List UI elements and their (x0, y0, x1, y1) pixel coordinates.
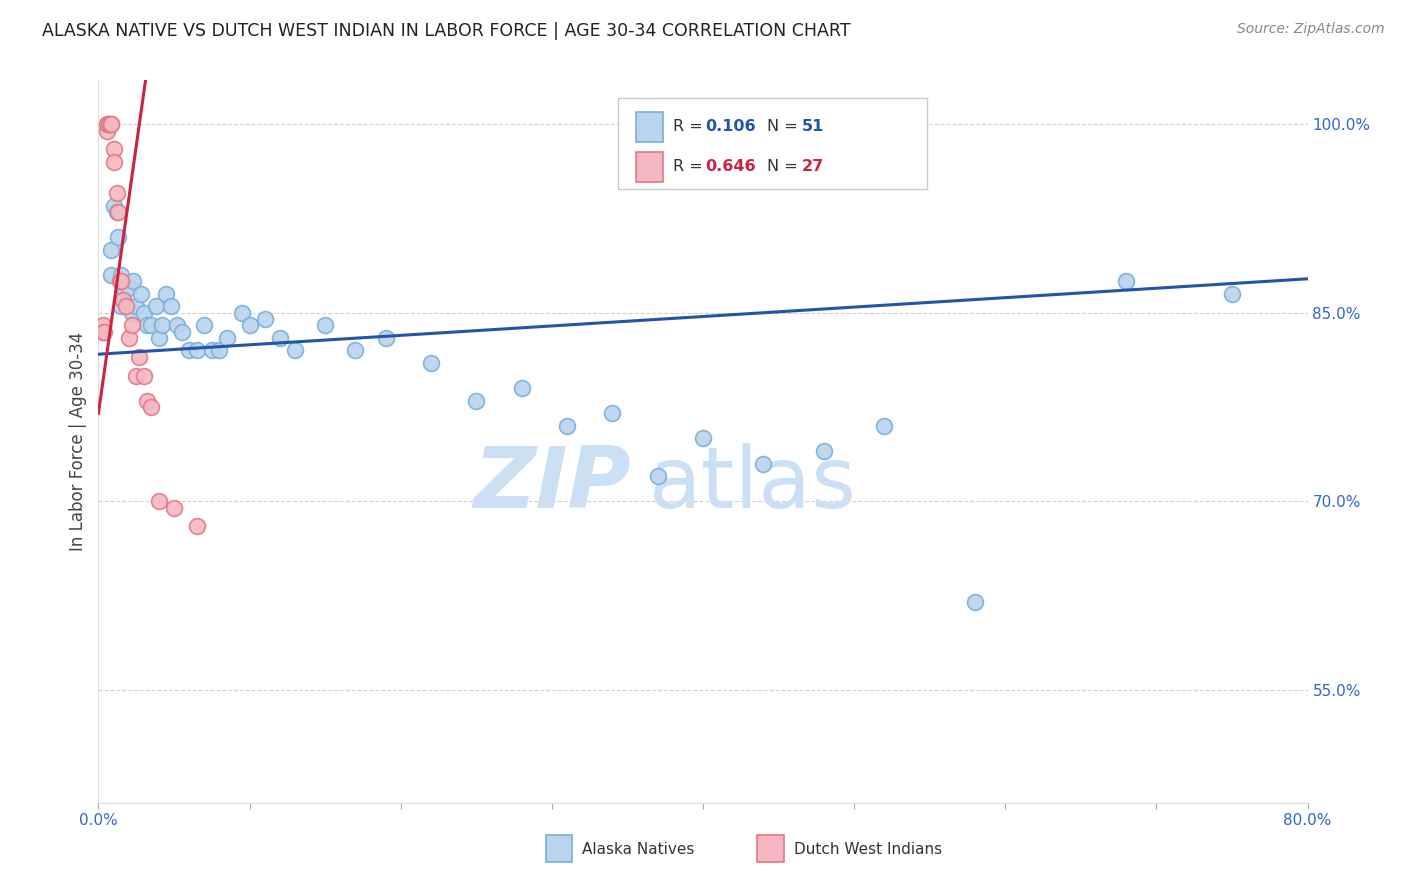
Point (125, 368, 148, 383)
Point (420, 356, 443, 370)
Point (160, 300, 183, 314)
Point (465, 393, 488, 408)
Point (602, 406, 624, 420)
Text: Dutch West Indians: Dutch West Indians (793, 842, 942, 857)
Point (108, 274, 131, 288)
Point (1115, 274, 1137, 288)
Point (148, 331, 170, 345)
Text: 27: 27 (803, 160, 824, 174)
Text: Source: ZipAtlas.com: Source: ZipAtlas.com (1237, 22, 1385, 37)
Point (121, 318, 143, 333)
Text: 0.646: 0.646 (706, 160, 756, 174)
Point (107, 205, 129, 219)
Point (100, 117, 122, 131)
Point (179, 343, 201, 358)
Point (208, 343, 231, 358)
Point (98, 117, 121, 131)
Point (141, 400, 163, 414)
Point (129, 286, 152, 301)
Point (145, 300, 167, 314)
Y-axis label: In Labor Force | Age 30-34: In Labor Force | Age 30-34 (69, 332, 87, 551)
Point (141, 318, 163, 333)
Point (344, 343, 367, 358)
Text: ZIP: ZIP (472, 443, 630, 526)
Point (193, 318, 215, 333)
Point (118, 331, 141, 345)
Point (239, 318, 262, 333)
FancyBboxPatch shape (758, 835, 785, 862)
Point (91, 318, 114, 333)
Point (166, 318, 188, 333)
Point (91, 325, 114, 339)
Point (112, 280, 135, 294)
Text: N =: N = (768, 160, 803, 174)
Point (813, 444, 835, 458)
Point (110, 300, 132, 314)
Point (121, 306, 143, 320)
Text: 0.106: 0.106 (706, 120, 756, 135)
Point (96, 123, 118, 137)
Point (132, 368, 155, 383)
Text: R =: R = (672, 160, 707, 174)
Point (284, 343, 307, 358)
Text: N =: N = (768, 120, 803, 135)
Point (132, 306, 155, 320)
Point (873, 418, 896, 433)
Text: ALASKA NATIVE VS DUTCH WEST INDIAN IN LABOR FORCE | AGE 30-34 CORRELATION CHART: ALASKA NATIVE VS DUTCH WEST INDIAN IN LA… (42, 22, 851, 40)
Point (100, 268, 122, 282)
Text: atlas: atlas (648, 443, 856, 526)
Point (163, 500, 186, 515)
Point (135, 393, 157, 408)
Point (100, 243, 122, 257)
Point (122, 274, 145, 288)
Point (150, 318, 173, 333)
Point (100, 117, 122, 131)
Point (231, 306, 253, 320)
Point (128, 350, 150, 364)
Point (118, 280, 141, 294)
Point (253, 312, 276, 326)
Text: 51: 51 (803, 120, 824, 135)
Point (91, 325, 114, 339)
FancyBboxPatch shape (619, 98, 927, 189)
Point (111, 293, 134, 308)
Point (692, 431, 714, 445)
Point (148, 494, 170, 508)
Point (96, 117, 118, 131)
Point (510, 381, 533, 395)
Point (170, 325, 193, 339)
Point (752, 457, 775, 471)
Point (103, 142, 125, 156)
FancyBboxPatch shape (546, 835, 572, 862)
Point (965, 595, 987, 609)
Point (110, 274, 132, 288)
Point (98, 117, 121, 131)
Point (555, 418, 578, 433)
FancyBboxPatch shape (637, 112, 664, 142)
Point (647, 469, 669, 483)
Point (374, 331, 396, 345)
Point (269, 331, 291, 345)
Point (186, 343, 208, 358)
Point (1220, 286, 1243, 301)
Point (135, 318, 157, 333)
Point (103, 199, 125, 213)
Point (110, 268, 132, 282)
Point (125, 300, 148, 314)
Point (107, 230, 129, 244)
Text: R =: R = (672, 120, 707, 135)
FancyBboxPatch shape (637, 152, 664, 182)
Text: Alaska Natives: Alaska Natives (582, 842, 695, 857)
Point (103, 155, 125, 169)
Point (314, 318, 336, 333)
Point (155, 286, 177, 301)
Point (105, 186, 128, 201)
Point (93, 325, 115, 339)
Point (186, 519, 208, 533)
Point (114, 300, 136, 314)
Point (105, 205, 128, 219)
Point (201, 343, 224, 358)
Point (215, 331, 238, 345)
